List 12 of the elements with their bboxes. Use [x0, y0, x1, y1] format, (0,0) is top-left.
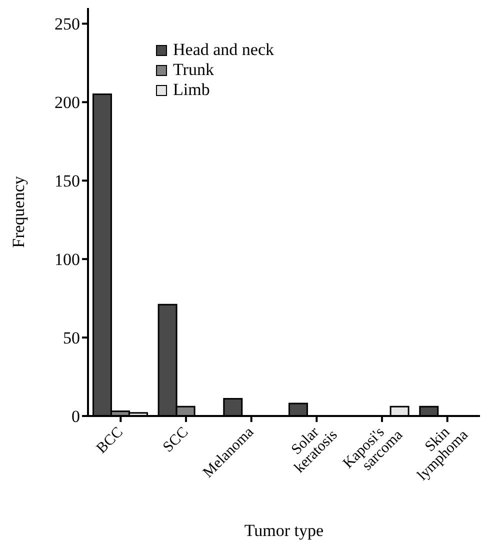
- x-tick-label: SCC: [160, 424, 192, 456]
- y-tick-label: 150: [54, 172, 80, 191]
- x-axis-title: Tumor type: [244, 521, 324, 540]
- legend-label: Head and neck: [173, 40, 274, 60]
- y-tick-label: 0: [72, 407, 80, 426]
- legend-label: Trunk: [173, 60, 214, 80]
- y-tick-label: 250: [54, 14, 80, 34]
- y-axis-title: Frequency: [9, 176, 28, 248]
- y-tick-label: 50: [63, 328, 80, 348]
- y-tick-label: 200: [54, 93, 80, 112]
- y-tick-label: 100: [54, 250, 80, 270]
- legend-label: Limb: [173, 80, 210, 100]
